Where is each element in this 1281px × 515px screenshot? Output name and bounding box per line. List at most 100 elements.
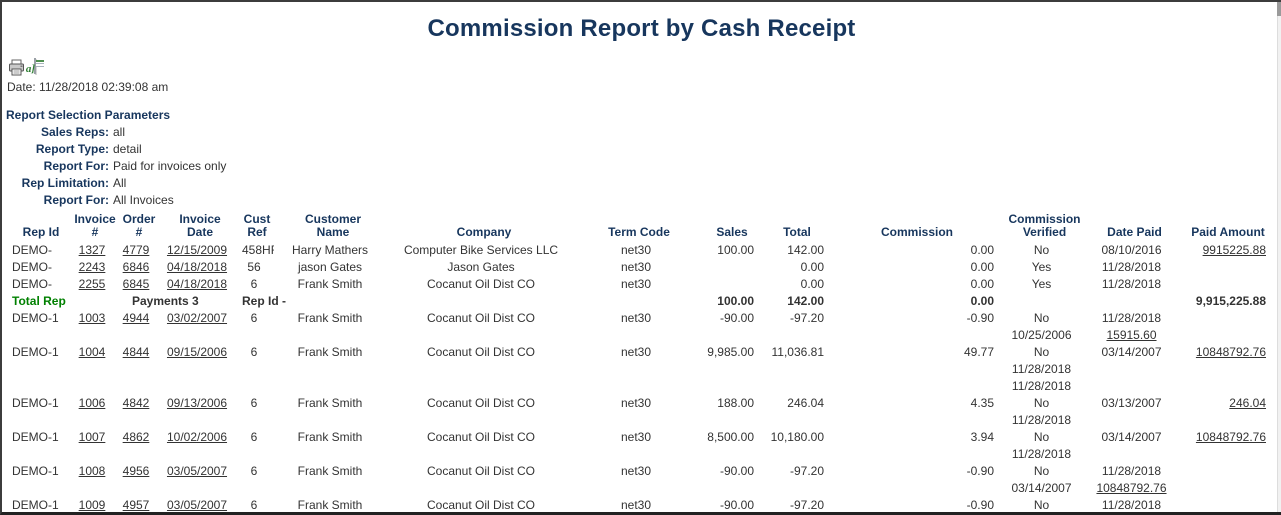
cell-line: net30 — [620, 498, 652, 512]
cell-line: net30 — [620, 277, 652, 291]
order-number-link[interactable]: 4957 — [122, 498, 150, 512]
sales: 9,985.00 — [702, 344, 762, 395]
cell-line: 04/18/2018 — [162, 259, 232, 276]
invoice-date-link[interactable]: 03/05/2007 — [166, 498, 228, 512]
cust-ref: 6 — [240, 429, 274, 463]
cell-line: 9,985.00 — [707, 345, 754, 359]
term-code: net30 — [576, 259, 702, 276]
order-number-link[interactable]: 4862 — [122, 430, 150, 444]
sales — [702, 259, 762, 276]
cell-line: 1327 — [74, 242, 110, 259]
invoice-row: DEMO-1 1006 4842 09/13/2006 6 Frank Smith Coca… — [10, 395, 1274, 429]
date-paid: 11/28/2018 15915.60 — [1087, 310, 1182, 344]
cell-line: 11/28/2018 — [1011, 379, 1072, 393]
cell-line: 246.04 — [1184, 395, 1266, 412]
date-paid: 03/14/2007 — [1087, 344, 1182, 395]
export-excel-icon[interactable]: a] — [26, 57, 51, 76]
param-row-4: Report For: All Invoices — [2, 192, 1281, 209]
cell-line: -90.00 — [719, 464, 754, 478]
sales: 100.00 — [702, 242, 762, 259]
date-paid-link[interactable]: 10848792.76 — [1096, 481, 1167, 495]
cell-line: Frank Smith — [297, 464, 363, 478]
date-paid: 11/28/2018 — [1087, 276, 1182, 293]
param-label: Report For: — [43, 159, 109, 173]
invoice-number-link[interactable]: 2255 — [78, 277, 106, 291]
cell-line: DEMO-1 — [12, 311, 59, 325]
order-number-link[interactable]: 4844 — [122, 345, 150, 359]
order-number-link[interactable]: 4956 — [122, 464, 150, 478]
cell-line: Rep Id - — [242, 294, 286, 308]
order-number: 6845 — [118, 276, 160, 293]
order-number-link[interactable]: 4944 — [122, 311, 150, 325]
cell-line: 6 — [250, 396, 258, 410]
paid-amount-link[interactable]: 10848792.76 — [1195, 345, 1266, 359]
invoice-number-link[interactable]: 1003 — [78, 311, 106, 325]
cell-line: 6 — [250, 311, 258, 325]
invoice-date-link[interactable]: 09/13/2006 — [166, 396, 228, 410]
cell-line: Cocanut Oil Dist CO — [426, 464, 536, 478]
cell-line: 11/28/2018 — [1101, 464, 1162, 478]
cell-line: 6845 — [120, 276, 152, 293]
invoice-number-link[interactable]: 1008 — [78, 464, 106, 478]
paid-amount: 10848792.76 — [1182, 344, 1274, 395]
cust-ref: 6 — [240, 344, 274, 395]
invoice-date: 03/05/2007 — [160, 497, 240, 512]
cell-line: DEMO-1 — [12, 464, 59, 478]
paid-amount-link[interactable]: 10848792.76 — [1195, 430, 1266, 444]
paid-amount-link[interactable]: 9915225.88 — [1202, 243, 1266, 257]
paid-amount — [1182, 310, 1274, 344]
cell-line: 11/28/2018 — [1101, 277, 1162, 291]
invoice-date-link[interactable]: 12/15/2009 — [166, 243, 228, 257]
paid-amount: 246.04 — [1182, 395, 1274, 429]
invoice-date-link[interactable]: 09/15/2006 — [166, 345, 228, 359]
invoice-date-link[interactable]: 03/05/2007 — [166, 464, 228, 478]
cell-line: 11/28/2018 — [1101, 260, 1162, 274]
date-paid-link[interactable]: 15915.60 — [1106, 328, 1157, 342]
invoice-number-link[interactable]: 1007 — [78, 430, 106, 444]
scrollbar-thumb[interactable] — [1277, 2, 1281, 16]
company: Cocanut Oil Dist CO — [392, 344, 576, 395]
column-header-total: Total — [783, 225, 811, 239]
date-paid: 11/28/2018 — [1087, 259, 1182, 276]
invoice-date-link[interactable]: 04/18/2018 — [166, 260, 228, 274]
cell-line: 11/28/2018 — [1011, 447, 1072, 461]
order-number-link[interactable]: 6845 — [122, 277, 150, 291]
invoice-number-link[interactable]: 1009 — [78, 498, 106, 512]
scrollbar[interactable] — [1277, 2, 1281, 512]
cell-line: 6 — [250, 277, 258, 291]
order-number: 4957 — [118, 497, 160, 512]
order-number-link[interactable]: 4842 — [122, 396, 150, 410]
cell-line: DEMO-1 — [12, 498, 59, 512]
column-header-term: Term Code — [608, 225, 670, 239]
invoice-number-link[interactable]: 2243 — [78, 260, 106, 274]
invoice-number-link[interactable]: 1004 — [78, 345, 106, 359]
invoice-date: 03/02/2007 — [160, 310, 240, 344]
cell-line: 4844 — [120, 344, 152, 361]
invoice-date: 12/15/2009 — [160, 242, 240, 259]
column-header-invoice: Invoice # — [74, 212, 116, 239]
paid-amount — [1182, 259, 1274, 276]
cell-line: 246.04 — [787, 396, 824, 410]
invoice-number-link[interactable]: 1006 — [78, 396, 106, 410]
invoice-number-link[interactable]: 1327 — [78, 243, 106, 257]
column-header-invoice_date: Invoice Date — [179, 212, 221, 239]
cell-line: 10848792.76 — [1089, 480, 1174, 497]
cell-line: net30 — [620, 430, 652, 444]
cell-line: 08/10/2016 — [1101, 243, 1162, 257]
invoice-date-link[interactable]: 03/02/2007 — [166, 311, 228, 325]
invoice-date-link[interactable]: 04/18/2018 — [166, 277, 228, 291]
company: Computer Bike Services LLC — [392, 242, 576, 259]
cell-line: Frank Smith — [297, 311, 363, 325]
order-number-link[interactable]: 4779 — [122, 243, 150, 257]
cell-line: net30 — [620, 243, 652, 257]
paid-amount-link[interactable]: 246.04 — [1229, 396, 1266, 410]
cell-line: 11/28/2018 — [1101, 311, 1162, 325]
cell-line: 10/02/2006 — [162, 429, 232, 446]
invoice-date-link[interactable]: 10/02/2006 — [166, 430, 228, 444]
print-icon[interactable] — [8, 59, 25, 76]
company: Cocanut Oil Dist CO — [392, 497, 576, 512]
order-number-link[interactable]: 6846 — [122, 260, 150, 274]
cell-line: net30 — [620, 311, 652, 325]
